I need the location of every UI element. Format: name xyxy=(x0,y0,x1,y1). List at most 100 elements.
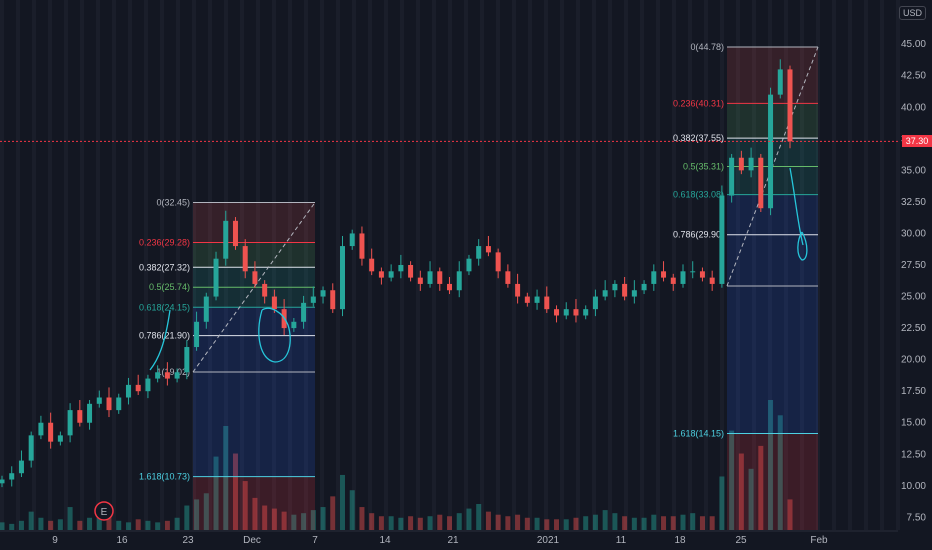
y-tick-label: 12.50 xyxy=(901,449,926,460)
candle-body xyxy=(48,422,54,442)
candle-body xyxy=(573,309,579,316)
volume-bar xyxy=(456,513,462,530)
volume-bar xyxy=(592,514,598,530)
bg-stripe xyxy=(288,0,292,530)
candle-body xyxy=(563,309,569,316)
trend-annotation xyxy=(258,307,291,363)
candle-body xyxy=(466,258,472,272)
bg-stripe xyxy=(880,0,884,530)
x-tick-label: 16 xyxy=(116,535,128,546)
y-tick-label: 42.50 xyxy=(901,71,926,82)
bg-stripe xyxy=(432,0,436,530)
currency-label[interactable]: USD xyxy=(898,6,926,20)
earnings-marker[interactable]: E xyxy=(94,501,114,521)
volume-bar xyxy=(281,511,287,530)
volume-bar xyxy=(699,516,705,530)
volume-bar xyxy=(563,519,569,530)
volume-bar xyxy=(174,517,180,530)
bg-stripe xyxy=(112,0,116,530)
volume-bar xyxy=(466,508,472,530)
candle-body xyxy=(748,157,754,171)
fib-level-label: 0.382(37.55) xyxy=(673,133,724,143)
x-tick-label: 18 xyxy=(674,535,686,546)
candle-body xyxy=(359,233,365,259)
bg-stripe xyxy=(848,0,852,530)
volume-bar xyxy=(378,516,384,530)
time-axis[interactable]: 9 16 23 Dec 7 14 21 2021 11 18 25 Feb xyxy=(0,530,898,546)
volume-bar xyxy=(748,468,754,530)
candle-body xyxy=(67,410,73,436)
volume-bar xyxy=(339,474,345,530)
candle-body xyxy=(301,302,307,322)
candle-body xyxy=(437,271,443,284)
bg-stripe xyxy=(352,0,356,530)
bg-stripe xyxy=(464,0,468,530)
volume-bar xyxy=(18,520,24,530)
candle-body xyxy=(680,271,686,284)
bg-stripe xyxy=(128,0,132,530)
bg-stripe xyxy=(544,0,548,530)
volume-bar xyxy=(554,519,560,530)
x-tick-label: 9 xyxy=(52,535,58,546)
user-drawings[interactable] xyxy=(149,167,808,371)
candle-body xyxy=(223,220,229,259)
volume-bar xyxy=(106,516,112,530)
fib-level-label: 0(44.78) xyxy=(690,42,724,52)
y-tick-label: 25.00 xyxy=(901,292,926,303)
price-axis[interactable]: 7.50 10.00 12.50 15.00 17.50 20.00 22.50 25.00 2… xyxy=(901,8,926,524)
fib-level-label: 0(32.45) xyxy=(156,198,190,208)
volume-bar xyxy=(670,516,676,530)
candle-body xyxy=(719,195,725,284)
fib-level-label: 0.236(40.31) xyxy=(673,98,724,108)
volume-bar xyxy=(729,430,735,530)
candle-body xyxy=(38,422,44,436)
candle-body xyxy=(135,384,141,392)
fib-level-label: 0.618(24.15) xyxy=(139,302,190,312)
fib-level-label: 1.618(14.15) xyxy=(673,428,724,438)
volume-bar xyxy=(738,453,744,530)
volume-bar xyxy=(135,519,141,530)
fib-zone xyxy=(193,202,315,243)
volume-bar xyxy=(67,507,73,530)
volume-bar xyxy=(125,522,131,530)
y-tick-label: 27.50 xyxy=(901,260,926,271)
bg-stripe xyxy=(576,0,580,530)
bg-stripe xyxy=(528,0,532,530)
candle-body xyxy=(398,265,404,272)
earnings-icon[interactable] xyxy=(94,501,114,521)
candle-body xyxy=(777,69,783,95)
fib-zone xyxy=(193,372,315,477)
candle-body xyxy=(213,258,219,297)
candle-body xyxy=(155,372,161,379)
bg-stripe xyxy=(160,0,164,530)
bg-stripe xyxy=(688,0,692,530)
y-tick-label: 15.00 xyxy=(901,418,926,429)
candle-body xyxy=(768,94,774,209)
bg-stripe xyxy=(752,0,756,530)
candle-body xyxy=(631,290,637,297)
volume-bar xyxy=(641,517,647,530)
bg-stripe xyxy=(608,0,612,530)
volume-bar xyxy=(602,510,608,530)
candle-body xyxy=(738,157,744,171)
candle-body xyxy=(164,372,170,379)
volume-bar xyxy=(573,517,579,530)
bg-stripe xyxy=(80,0,84,530)
candle-body xyxy=(641,283,647,291)
x-tick-label: 2021 xyxy=(537,535,560,546)
earnings-label: E xyxy=(101,507,108,518)
candle-body xyxy=(447,283,453,291)
bg-stripe xyxy=(672,0,676,530)
volume-bar xyxy=(583,516,589,530)
fibonacci-retracements[interactable]: 0(32.45) 0.236(29.28) 0.382(27.32) 0.5(25.7… xyxy=(139,42,819,530)
candle-body xyxy=(592,296,598,310)
candle-body xyxy=(524,296,530,303)
bg-stripe xyxy=(336,0,340,530)
volume-bar xyxy=(0,522,5,530)
bg-stripe xyxy=(416,0,420,530)
bg-stripe xyxy=(144,0,148,530)
candle-body xyxy=(87,403,93,423)
volume-bar xyxy=(777,415,783,530)
